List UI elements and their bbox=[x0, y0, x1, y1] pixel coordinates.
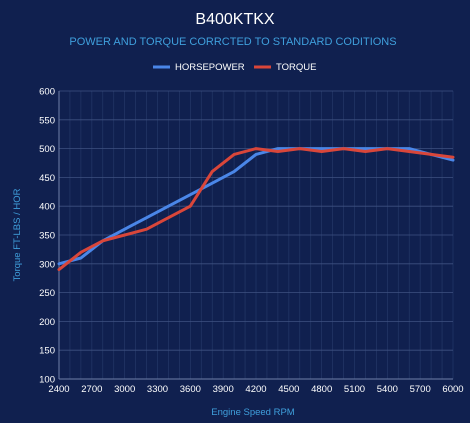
x-tick-label: 6000 bbox=[442, 384, 463, 395]
x-tick-label: 3600 bbox=[180, 384, 201, 395]
x-tick-label: 5700 bbox=[410, 384, 431, 395]
x-tick-label: 4200 bbox=[245, 384, 266, 395]
series-line-torque bbox=[57, 147, 455, 272]
x-tick-label: 4500 bbox=[278, 384, 299, 395]
y-tick-label: 550 bbox=[39, 115, 55, 126]
x-tick-label: 3000 bbox=[114, 384, 135, 395]
x-tick-label: 2700 bbox=[81, 384, 102, 395]
x-tick-label: 3900 bbox=[213, 384, 234, 395]
chart-subtitle: POWER AND TORQUE CORRCTED TO STANDARD CO… bbox=[69, 36, 396, 48]
legend-label-horsepower: HORSEPOWER bbox=[175, 62, 245, 73]
x-axis-label: Engine Speed RPM bbox=[211, 407, 295, 418]
y-tick-label: 400 bbox=[39, 202, 55, 213]
legend-label-torque: TORQUE bbox=[276, 62, 316, 73]
y-tick-label: 450 bbox=[39, 173, 55, 184]
y-tick-label: 250 bbox=[39, 288, 55, 299]
x-tick-label: 4800 bbox=[311, 384, 332, 395]
y-tick-label: 300 bbox=[39, 259, 55, 270]
y-tick-label: 600 bbox=[39, 87, 55, 98]
plot-area: 100 150 200 250 300 350 400 450 500 550 600 2400 270… bbox=[39, 87, 463, 396]
y-tick-label: 100 bbox=[39, 375, 55, 386]
y-tick-label: 150 bbox=[39, 346, 55, 357]
y-axis-label: Torque FT-LBS / HOR bbox=[12, 188, 23, 281]
chart-title: B400KTKX bbox=[195, 11, 274, 28]
legend: HORSEPOWER TORQUE bbox=[153, 62, 316, 73]
y-tick-label: 350 bbox=[39, 231, 55, 242]
x-tick-label: 5400 bbox=[377, 384, 398, 395]
y-tick-label: 500 bbox=[39, 144, 55, 155]
y-tick-label: 200 bbox=[39, 317, 55, 328]
x-tick-label: 5100 bbox=[344, 384, 365, 395]
x-tick-label: 2400 bbox=[48, 384, 69, 395]
x-tick-label: 3300 bbox=[147, 384, 168, 395]
